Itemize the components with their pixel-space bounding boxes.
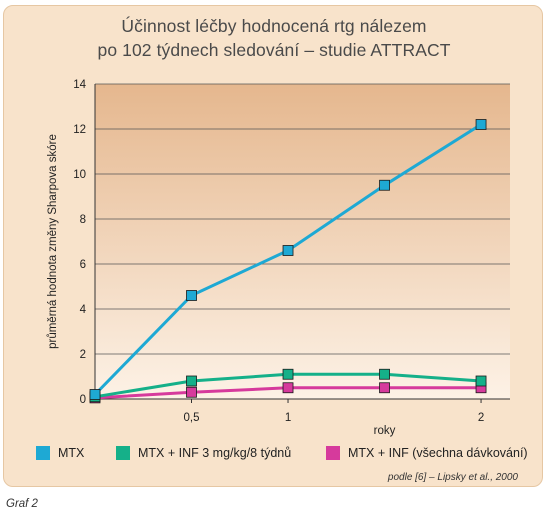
data-point-s0-1 [186, 290, 197, 301]
legend-label-mtx: MTX [58, 446, 85, 460]
x-tick-label-2: 2 [478, 412, 484, 424]
chart-title: Účinnost léčby hodnocená rtg nálezem po … [4, 14, 544, 62]
x-tick-label-1: 1 [285, 412, 291, 424]
source-note: podle [6] – Lipsky et al., 2000 [387, 472, 518, 483]
data-point-s0-2 [282, 245, 294, 256]
gridlines [95, 83, 510, 355]
legend-label-mtx-inf-3: MTX + INF 3 mg/kg/8 týdnů [138, 446, 292, 460]
y-tick-label-12: 12 [73, 124, 86, 136]
data-point-s1-2 [282, 368, 294, 380]
data-point-s0-3 [379, 179, 390, 191]
y-tick-label-0: 0 [80, 394, 86, 406]
legend-swatch-mtx-inf-3 [116, 446, 130, 460]
figure-caption: Graf 2 [6, 498, 38, 510]
data-point-s1-3 [379, 368, 390, 380]
axes [94, 84, 510, 403]
y-tick-label-14: 14 [73, 79, 86, 91]
legend-swatch-mtx [36, 446, 50, 460]
legend: MTX MTX + INF 3 mg/kg/8 týdnů MTX + INF … [4, 446, 544, 466]
y-axis-label: průměrná hodnota změny Sharpova skóre [47, 134, 59, 349]
data-point-s1-1 [186, 375, 197, 387]
chart-title-line-2: po 102 týdnech sledování – studie ATTRAC… [97, 40, 451, 60]
x-axis-label: roky [374, 425, 396, 437]
x-tick-labels: 0,5 1 2 [184, 412, 485, 424]
legend-swatch-mtx-inf-all [326, 446, 340, 460]
y-tick-label-4: 4 [80, 304, 87, 316]
legend-item-mtx-inf-3: MTX + INF 3 mg/kg/8 týdnů [116, 446, 291, 460]
legend-item-mtx-inf-all: MTX + INF (všechna dávkování) [326, 446, 528, 460]
y-tick-label-6: 6 [80, 259, 86, 271]
series-lines [89, 119, 487, 404]
y-tick-labels: 0 2 4 6 8 10 12 14 [73, 79, 86, 406]
data-point-s0-0 [89, 389, 101, 400]
chart-panel: Účinnost léčby hodnocená rtg nálezem po … [3, 5, 543, 487]
data-point-s1-4 [475, 375, 487, 387]
legend-label-mtx-inf-all: MTX + INF (všechna dávkování) [348, 446, 528, 460]
legend-item-mtx: MTX [36, 446, 84, 460]
x-tick-label-0: 0,5 [184, 412, 200, 424]
data-point-s2-3 [379, 382, 390, 394]
data-point-s0-4 [475, 119, 487, 130]
data-point-s2-2 [282, 382, 294, 394]
data-point-s2-1 [186, 386, 197, 398]
y-tick-label-2: 2 [80, 349, 86, 361]
y-tick-label-8: 8 [80, 214, 86, 226]
chart-title-line-1: Účinnost léčby hodnocená rtg nálezem [121, 16, 427, 36]
y-tick-label-10: 10 [73, 169, 86, 181]
